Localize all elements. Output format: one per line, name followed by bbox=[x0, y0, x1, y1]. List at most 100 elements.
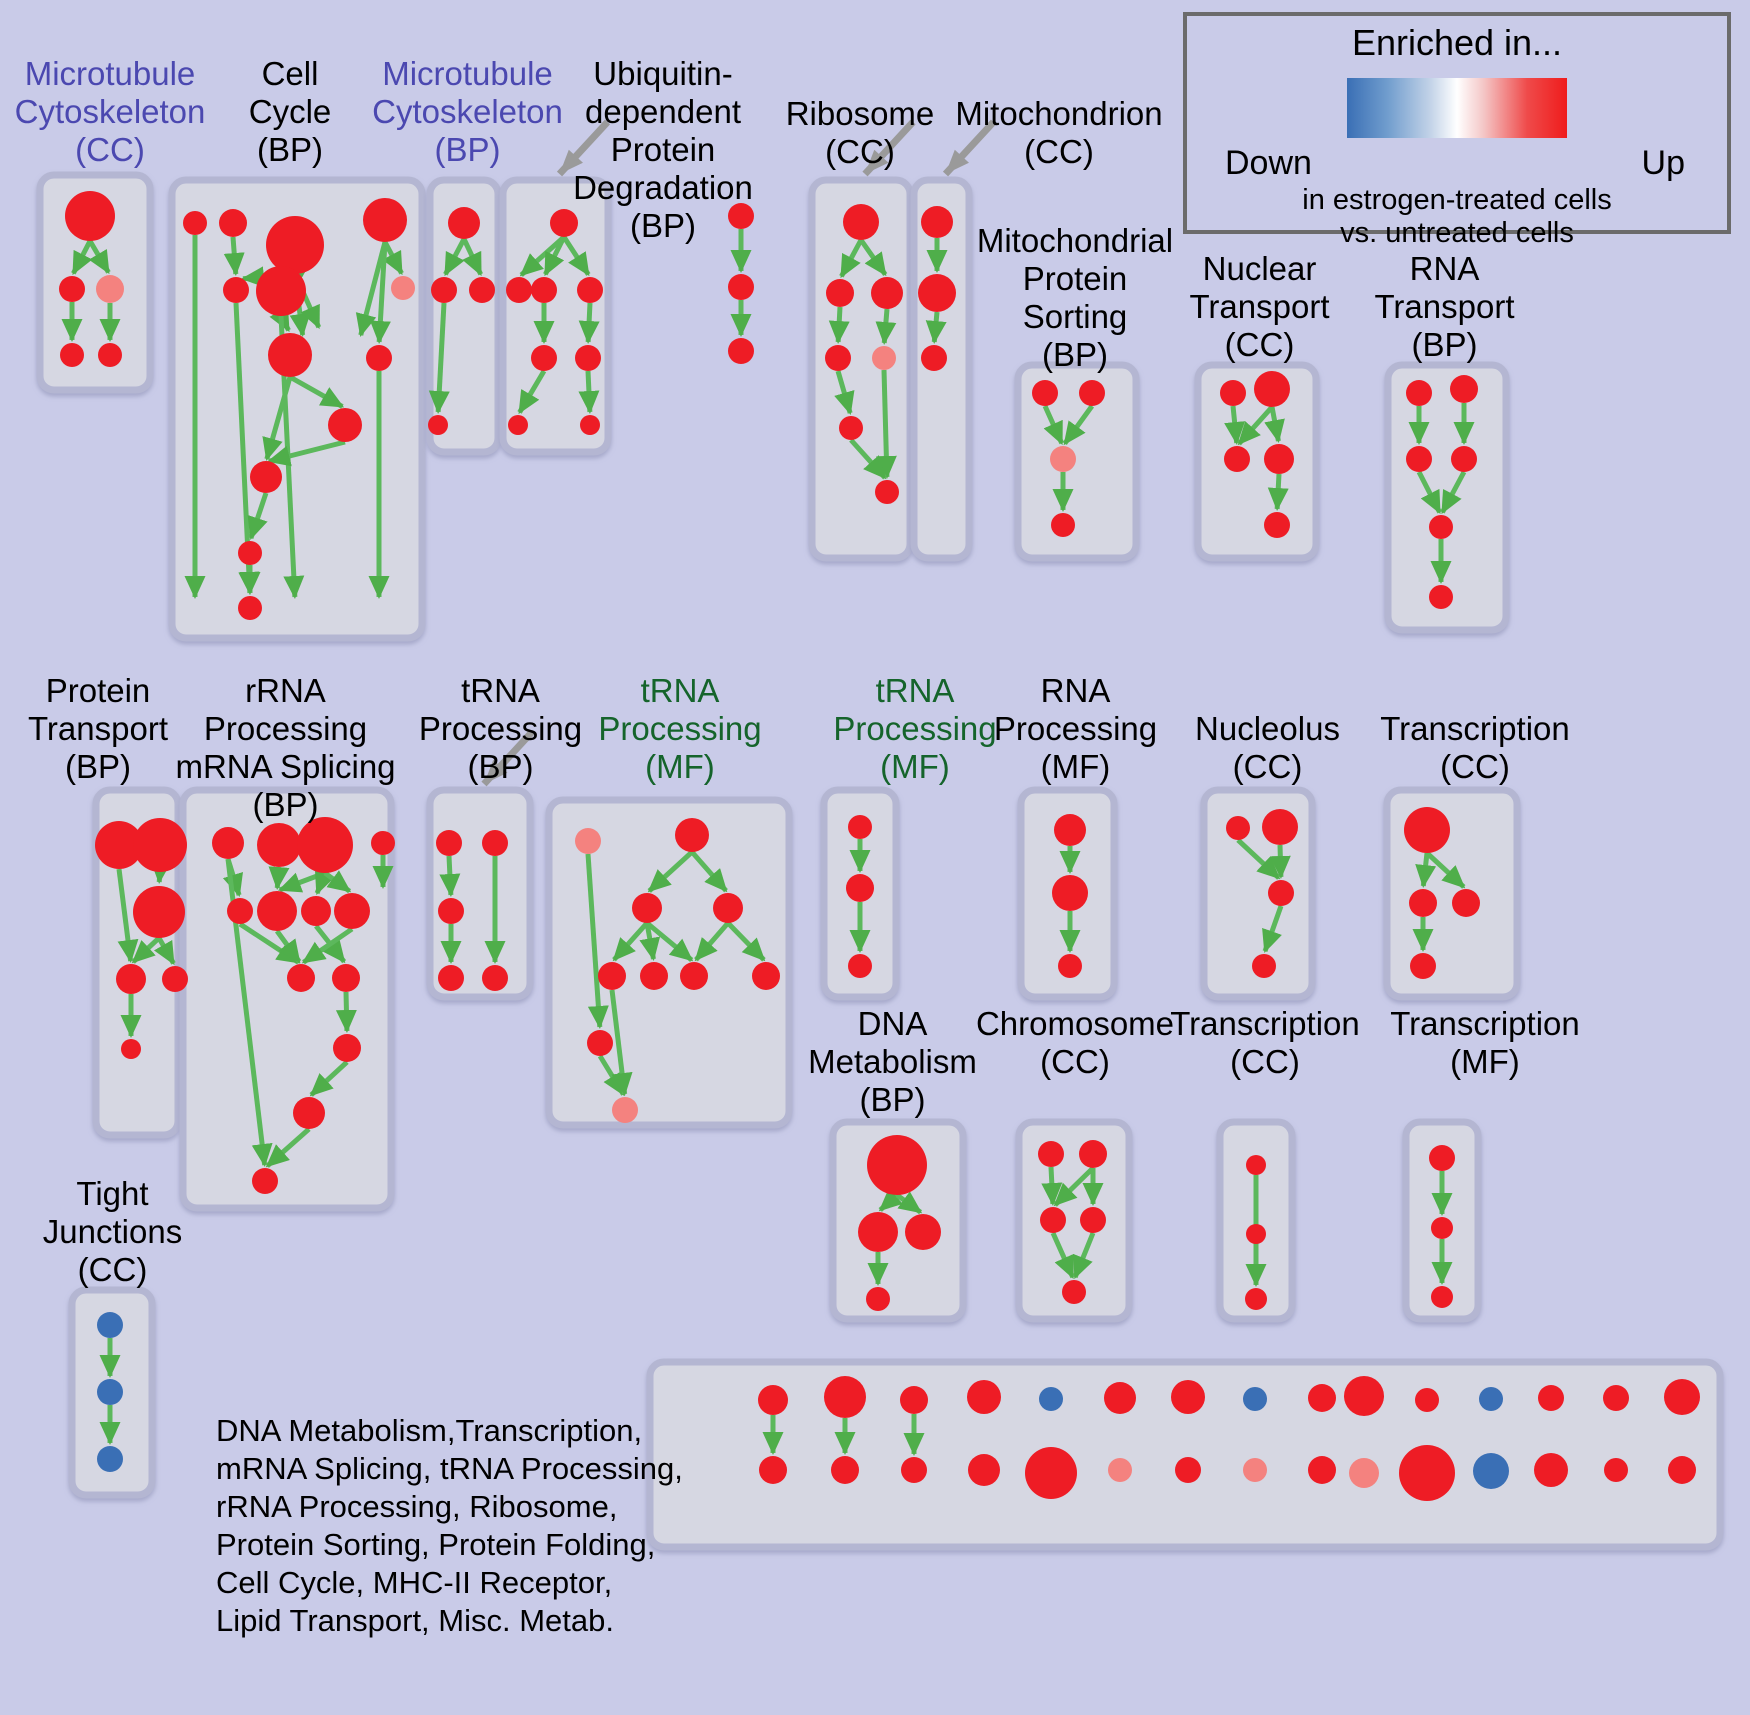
network-node bbox=[363, 198, 407, 242]
network-node bbox=[98, 343, 122, 367]
network-node bbox=[1534, 1453, 1568, 1487]
legend-gradient-bar bbox=[1187, 78, 1727, 138]
network-node bbox=[759, 1456, 787, 1484]
network-edge bbox=[694, 921, 730, 962]
network-node bbox=[1224, 446, 1250, 472]
network-edge bbox=[335, 991, 357, 1033]
network-node bbox=[332, 964, 360, 992]
network-node bbox=[905, 1214, 941, 1250]
network-node bbox=[1451, 446, 1477, 472]
network-node bbox=[728, 338, 754, 364]
cluster-label-trna-processing-mf-2: tRNA Processing (MF) bbox=[833, 672, 997, 785]
network-node bbox=[1104, 1382, 1136, 1414]
network-node bbox=[1268, 880, 1294, 906]
network-edge bbox=[443, 237, 467, 277]
network-node bbox=[1308, 1456, 1336, 1484]
network-edge bbox=[875, 308, 897, 346]
network-node bbox=[293, 1097, 325, 1129]
network-nodes bbox=[59, 191, 1700, 1501]
network-edge bbox=[150, 860, 172, 885]
network-node bbox=[1429, 585, 1453, 609]
cluster-label-rna-transport-bp: RNA Transport (BP) bbox=[1374, 250, 1515, 363]
network-node bbox=[1349, 1458, 1379, 1488]
network-node bbox=[531, 277, 557, 303]
network-node bbox=[1039, 1387, 1063, 1411]
network-node bbox=[438, 965, 464, 991]
network-node bbox=[162, 966, 188, 992]
network-edge bbox=[875, 369, 897, 480]
network-node bbox=[848, 815, 872, 839]
network-node bbox=[1431, 1286, 1453, 1308]
network-node bbox=[133, 886, 185, 938]
network-node bbox=[96, 275, 124, 303]
network-edge bbox=[839, 238, 864, 279]
network-node bbox=[1415, 1388, 1439, 1412]
network-node bbox=[1246, 1224, 1266, 1244]
network-edge bbox=[834, 370, 855, 416]
network-node bbox=[1246, 1155, 1266, 1175]
network-node bbox=[1603, 1385, 1629, 1411]
network-edge bbox=[301, 926, 354, 965]
network-node bbox=[133, 818, 187, 872]
network-edge bbox=[223, 236, 245, 277]
network-node bbox=[867, 1135, 927, 1195]
network-edge bbox=[369, 241, 391, 345]
network-node bbox=[848, 954, 872, 978]
network-node bbox=[872, 346, 896, 370]
network-node bbox=[587, 1030, 613, 1056]
pointer-arrowhead-trna-processing-bp bbox=[484, 759, 508, 784]
cluster-label-transcription-cc-2: Transcription (CC) bbox=[1170, 1005, 1360, 1080]
cluster-panel-trna-processing-bp bbox=[426, 786, 534, 1001]
network-node bbox=[839, 416, 863, 440]
network-edge bbox=[1262, 905, 1284, 954]
network-edge bbox=[1425, 851, 1466, 889]
network-edge bbox=[266, 439, 346, 467]
network-node bbox=[1406, 380, 1432, 406]
network-node bbox=[1450, 375, 1478, 403]
network-node bbox=[843, 204, 879, 240]
network-node bbox=[482, 830, 508, 856]
cluster-panel-mitochondrion-cc bbox=[910, 176, 973, 562]
network-edge bbox=[878, 1188, 903, 1212]
network-node bbox=[1264, 444, 1294, 474]
network-node bbox=[287, 964, 315, 992]
pointer-arrowhead-ribosome-cc bbox=[865, 149, 889, 174]
network-edge bbox=[355, 241, 388, 338]
network-node bbox=[1668, 1456, 1696, 1484]
network-node bbox=[575, 345, 601, 371]
network-node bbox=[640, 962, 668, 990]
network-node bbox=[531, 345, 557, 371]
network-node bbox=[1473, 1453, 1509, 1489]
network-node bbox=[1399, 1445, 1455, 1501]
network-node bbox=[728, 274, 754, 300]
network-node bbox=[580, 415, 600, 435]
network-node bbox=[1344, 1376, 1384, 1416]
network-node bbox=[252, 1168, 278, 1194]
network-edge bbox=[895, 1191, 923, 1215]
network-node bbox=[1429, 515, 1453, 539]
network-node bbox=[713, 893, 743, 923]
network-node bbox=[256, 266, 306, 316]
network-node bbox=[1062, 1280, 1086, 1304]
legend-down-label: Down bbox=[1225, 144, 1312, 182]
network-node bbox=[871, 277, 903, 309]
network-node bbox=[1058, 954, 1082, 978]
network-edge bbox=[1269, 844, 1291, 880]
network-edge bbox=[1072, 1232, 1096, 1280]
network-node bbox=[632, 893, 662, 923]
network-node bbox=[212, 827, 244, 859]
network-node bbox=[1308, 1384, 1336, 1412]
network-node bbox=[257, 891, 297, 931]
network-edge bbox=[461, 237, 483, 277]
network-node bbox=[1054, 814, 1086, 846]
network-node bbox=[297, 817, 353, 873]
network-edge bbox=[645, 921, 694, 963]
network-edge bbox=[382, 240, 404, 276]
network-node bbox=[550, 209, 578, 237]
cluster-label-tight-junctions-cc: Tight Junctions (CC) bbox=[42, 1175, 183, 1288]
cluster-label-transcription-mf: Transcription (MF) bbox=[1390, 1005, 1580, 1080]
cluster-label-chromosome-cc: Chromosome (CC) bbox=[975, 1005, 1175, 1080]
network-edge bbox=[428, 302, 450, 415]
network-node bbox=[1410, 953, 1436, 979]
